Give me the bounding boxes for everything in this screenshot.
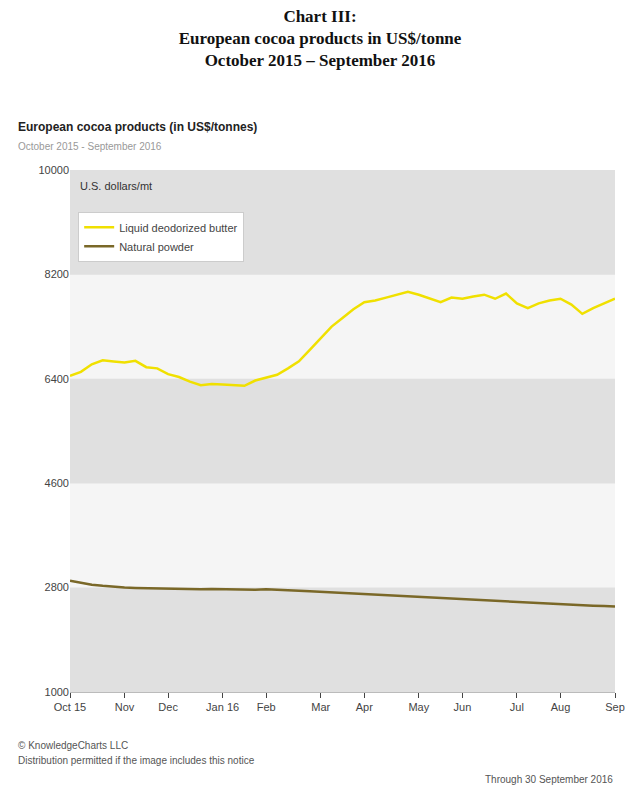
svg-text:October 2015 - September 2016: October 2015 - September 2016 (18, 141, 162, 152)
svg-text:U.S. dollars/mt: U.S. dollars/mt (80, 180, 152, 192)
svg-text:Feb: Feb (257, 701, 276, 713)
svg-text:© KnowledgeCharts LLC: © KnowledgeCharts LLC (18, 740, 128, 751)
svg-text:Mar: Mar (311, 701, 330, 713)
svg-text:Aug: Aug (551, 701, 571, 713)
svg-text:Oct 15: Oct 15 (54, 701, 86, 713)
svg-text:Jun: Jun (454, 701, 472, 713)
svg-text:Natural powder: Natural powder (119, 241, 194, 253)
svg-text:6400: 6400 (45, 373, 69, 385)
svg-text:10000: 10000 (38, 164, 69, 176)
svg-text:Dec: Dec (158, 701, 178, 713)
svg-text:European cocoa products (in US: European cocoa products (in US$/tonnes) (18, 120, 257, 134)
svg-text:Nov: Nov (115, 701, 135, 713)
svg-text:Apr: Apr (356, 701, 373, 713)
svg-text:Distribution permitted if the: Distribution permitted if the image incl… (18, 755, 255, 766)
svg-text:8200: 8200 (45, 268, 69, 280)
svg-text:Chart III:European cocoa produ: Chart III:European cocoa products in US$… (179, 7, 462, 70)
svg-text:May: May (408, 701, 429, 713)
svg-text:Through 30 September 2016: Through 30 September 2016 (485, 774, 613, 785)
svg-text:2800: 2800 (45, 581, 69, 593)
svg-text:Liquid deodorized butter: Liquid deodorized butter (119, 222, 237, 234)
svg-text:4600: 4600 (45, 477, 69, 489)
svg-text:Jan 16: Jan 16 (206, 701, 239, 713)
svg-text:Jul: Jul (510, 701, 524, 713)
svg-text:Sep: Sep (605, 701, 625, 713)
svg-text:1000: 1000 (45, 686, 69, 698)
